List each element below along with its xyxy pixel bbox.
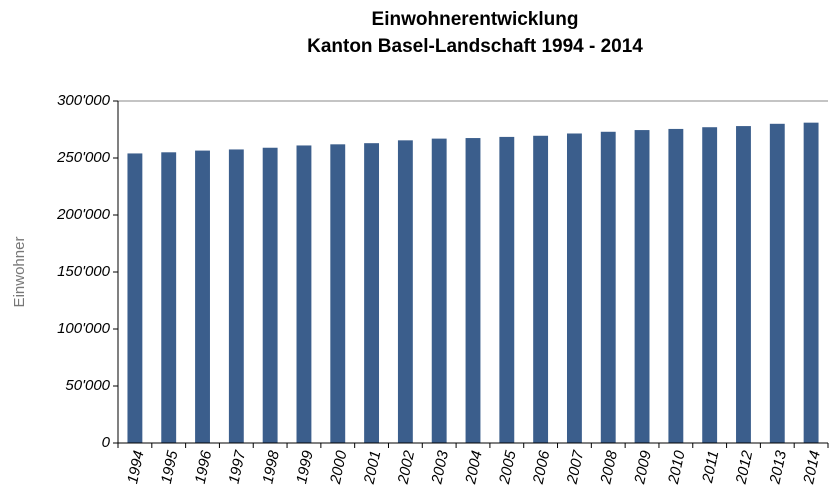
x-tick-label: 2009 <box>631 448 655 486</box>
y-tick-label: 150'000 <box>57 263 111 280</box>
x-tick-label: 1995 <box>158 448 182 485</box>
bar <box>431 138 447 443</box>
bar <box>533 135 549 443</box>
bar <box>566 133 582 444</box>
x-tick-label: 2013 <box>766 448 790 486</box>
x-tick-label: 2003 <box>428 448 452 486</box>
bar <box>262 147 278 444</box>
bar <box>397 140 413 443</box>
chart-title: Einwohnerentwicklung <box>372 9 579 30</box>
bar <box>228 149 244 443</box>
bar <box>499 136 515 443</box>
y-tick-label: 0 <box>102 434 111 451</box>
x-tick-label: 2002 <box>394 448 418 486</box>
bar <box>803 122 819 443</box>
bar <box>736 126 751 443</box>
bar <box>127 153 143 443</box>
x-tick-label: 2011 <box>699 449 723 485</box>
x-tick-label: 1996 <box>192 448 216 485</box>
bar <box>161 152 177 444</box>
x-tick-label: 2000 <box>327 448 351 486</box>
y-tick-label: 300'000 <box>57 92 111 109</box>
bar <box>702 127 718 443</box>
bar <box>769 123 785 444</box>
bar <box>600 131 616 443</box>
bar <box>364 143 380 443</box>
x-tick-label: 2012 <box>732 448 756 486</box>
bar <box>668 128 684 443</box>
x-tick-label: 2005 <box>496 448 520 486</box>
bar <box>634 130 650 443</box>
x-tick-label: 2008 <box>597 448 621 486</box>
y-tick-label: 250'000 <box>56 149 111 166</box>
x-tick-label: 2014 <box>800 449 824 486</box>
x-tick-label: 2010 <box>665 448 689 486</box>
y-tick-label: 200'000 <box>56 206 111 223</box>
chart-subtitle: Kanton Basel-Landschaft 1994 - 2014 <box>307 36 643 57</box>
x-tick-label: 1994 <box>124 449 148 485</box>
y-axis-label: Einwohner <box>11 237 28 308</box>
bar <box>465 138 481 444</box>
bar <box>296 145 312 443</box>
x-tick-label: 2004 <box>462 449 486 486</box>
x-tick-label: 2007 <box>563 448 587 486</box>
x-tick-label: 1997 <box>226 448 250 485</box>
bar <box>195 150 210 443</box>
bar <box>330 144 346 443</box>
x-tick-label: 2001 <box>361 449 385 486</box>
y-tick-label: 100'000 <box>57 320 111 337</box>
y-tick-label: 50'000 <box>65 377 110 394</box>
x-tick-label: 1999 <box>293 448 317 485</box>
x-tick-label: 2006 <box>530 448 554 486</box>
x-tick-label: 1998 <box>259 448 283 485</box>
